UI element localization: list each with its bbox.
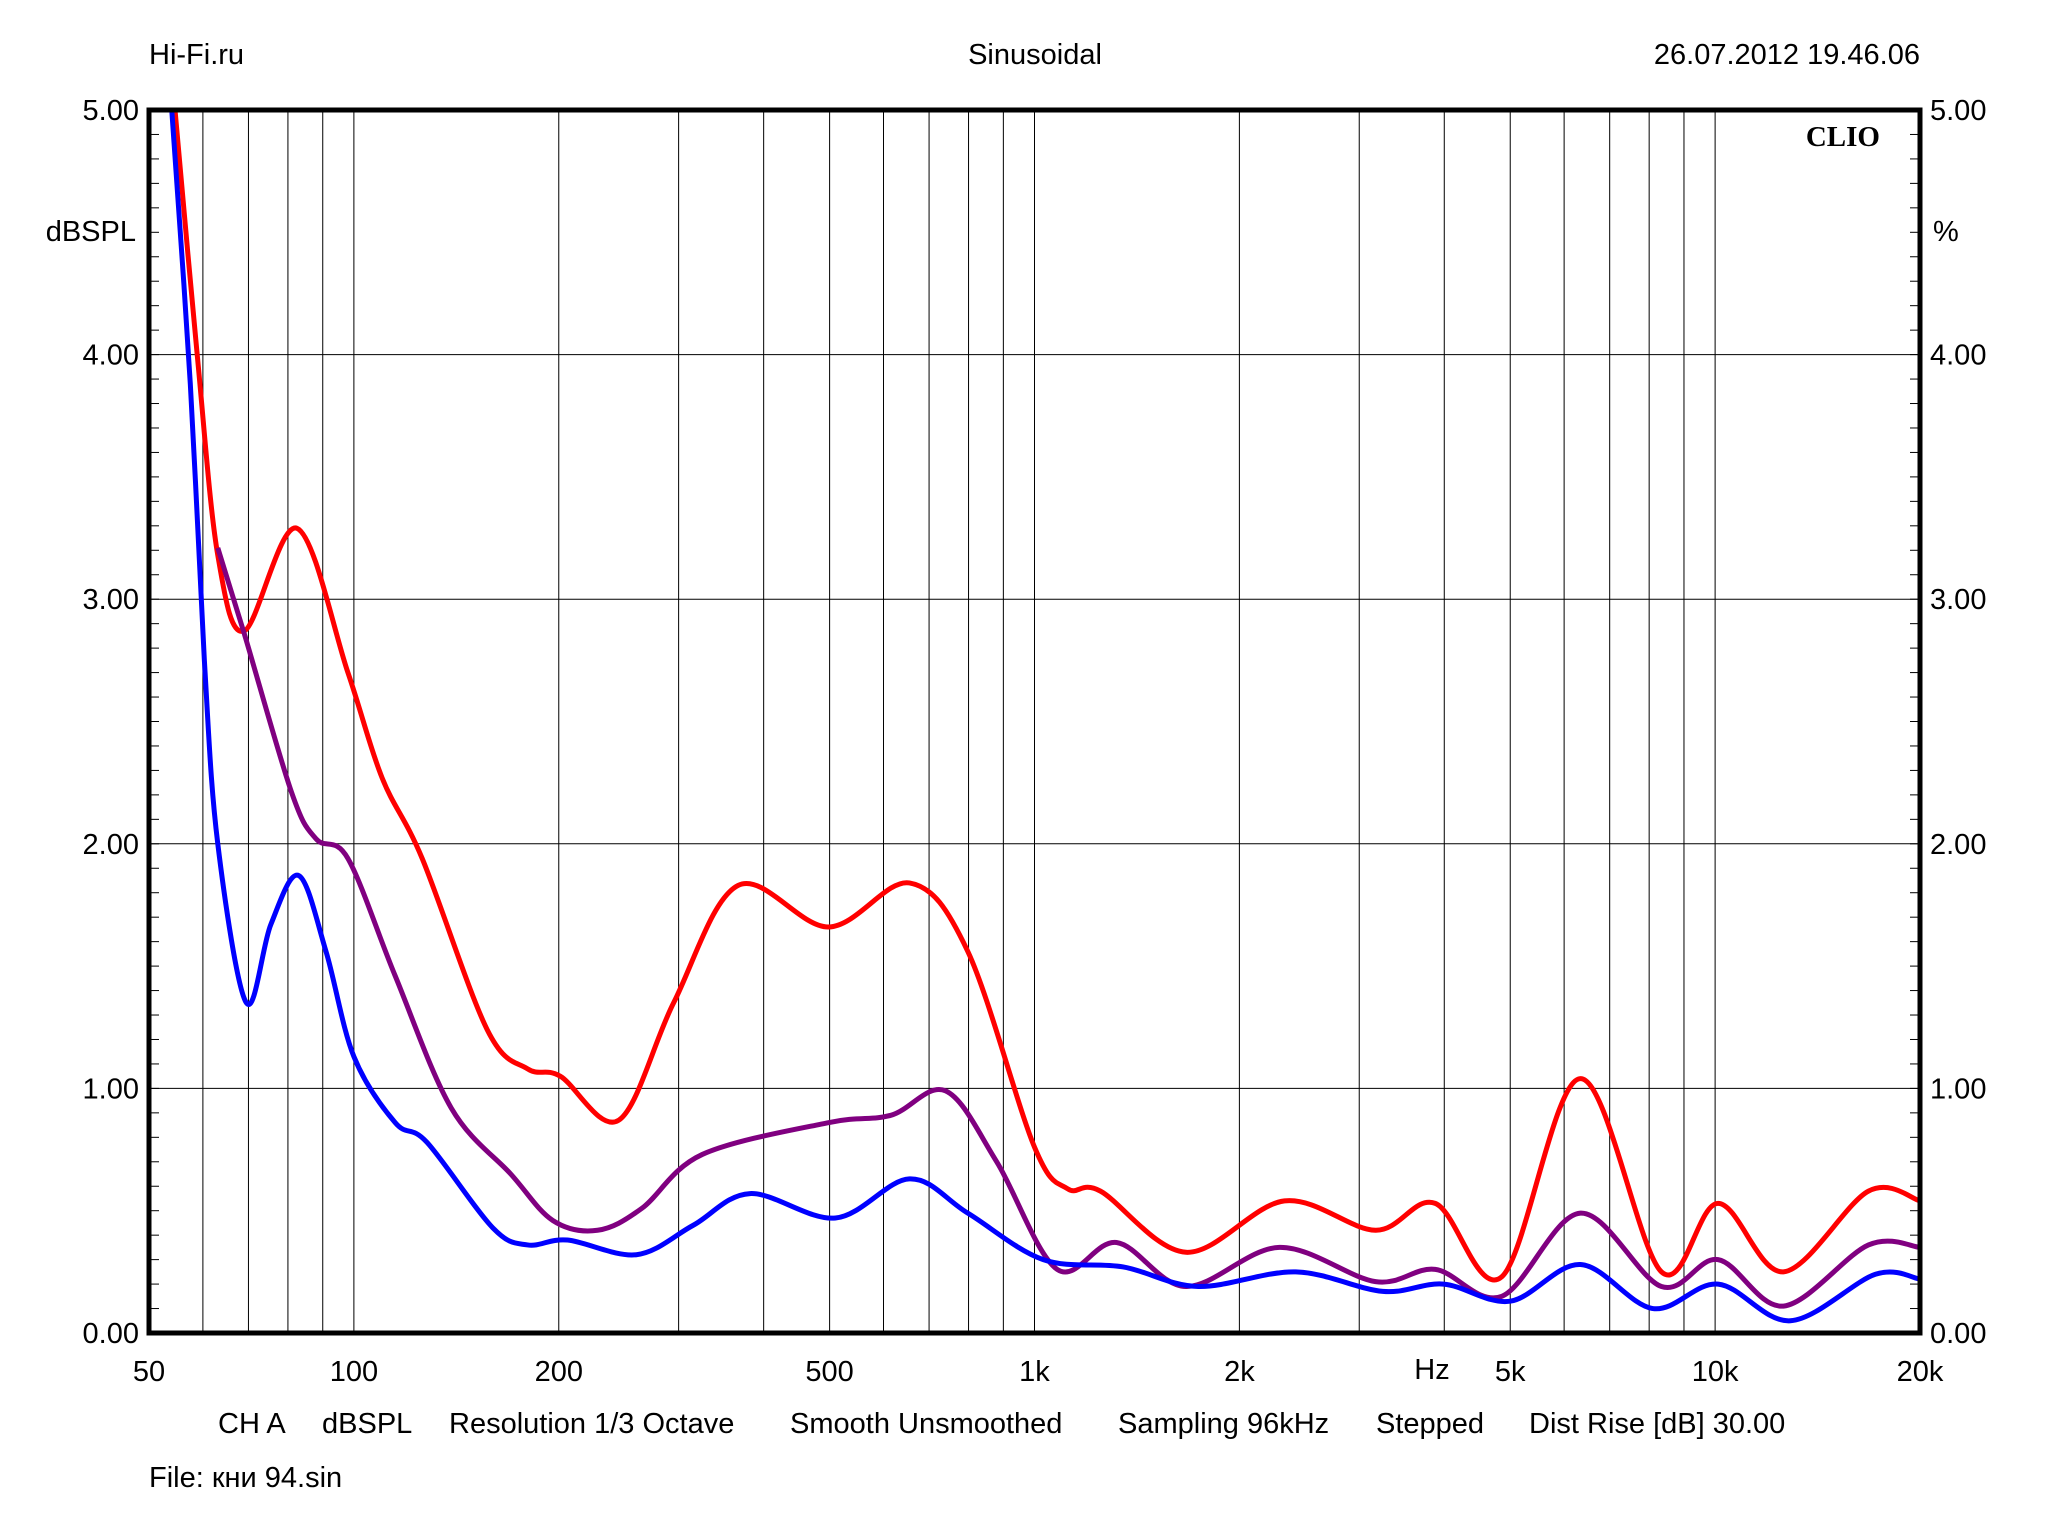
- y-axis-label-right: %: [1933, 216, 1959, 248]
- footer-mode: Stepped: [1376, 1408, 1485, 1440]
- series-line-1: [215, 547, 1920, 1309]
- header-date: 26.07.2012 19.46.06: [1653, 39, 1920, 71]
- y-tick-label-left: 0.00: [83, 1318, 139, 1350]
- footer-smoothing: Smooth Unsmoothed: [790, 1408, 1063, 1440]
- y-tick-label-right: 1.00: [1930, 1073, 1986, 1105]
- y-tick-label-left: 1.00: [83, 1073, 139, 1105]
- x-tick-label: 100: [330, 1356, 378, 1388]
- y-tick-label-left: 2.00: [83, 829, 139, 861]
- y-tick-label-left: 4.00: [83, 340, 139, 372]
- x-axis-unit: Hz: [1414, 1354, 1450, 1386]
- x-tick-label: 10k: [1692, 1356, 1739, 1388]
- clio-logo: CLIO: [1805, 121, 1880, 153]
- x-tick-label: 20k: [1897, 1356, 1944, 1388]
- y-tick-label-right: 4.00: [1930, 340, 1986, 372]
- y-tick-label-left: 3.00: [83, 584, 139, 616]
- y-tick-label-right: 5.00: [1930, 95, 1986, 127]
- x-tick-label: 500: [805, 1356, 853, 1388]
- header-left: Hi-Fi.ru: [149, 39, 245, 71]
- x-tick-label: 5k: [1495, 1356, 1526, 1388]
- x-tick-label: 2k: [1224, 1356, 1255, 1388]
- y-tick-label-left: 5.00: [83, 95, 139, 127]
- footer-channel: CH A: [218, 1408, 286, 1440]
- series-line-2: [169, 110, 1920, 1324]
- x-tick-label: 50: [133, 1356, 165, 1388]
- series-line-0: [172, 110, 1920, 1283]
- file-name: File: кни 94.sin: [149, 1462, 343, 1494]
- y-axis-label-left: dBSPL: [45, 216, 136, 248]
- footer-unit: dBSPL: [322, 1408, 413, 1440]
- x-tick-label: 1k: [1019, 1356, 1050, 1388]
- plot-frame: [146, 107, 1923, 1336]
- y-tick-label-right: 3.00: [1930, 584, 1986, 616]
- y-tick-label-right: 0.00: [1930, 1318, 1986, 1350]
- footer-resolution: Resolution 1/3 Octave: [449, 1408, 735, 1440]
- footer-dist-rise: Dist Rise [dB] 30.00: [1529, 1408, 1786, 1440]
- footer-sampling: Sampling 96kHz: [1118, 1408, 1330, 1440]
- chart-title: Sinusoidal: [968, 39, 1102, 71]
- x-tick-label: 200: [535, 1356, 583, 1388]
- y-tick-label-right: 2.00: [1930, 829, 1986, 861]
